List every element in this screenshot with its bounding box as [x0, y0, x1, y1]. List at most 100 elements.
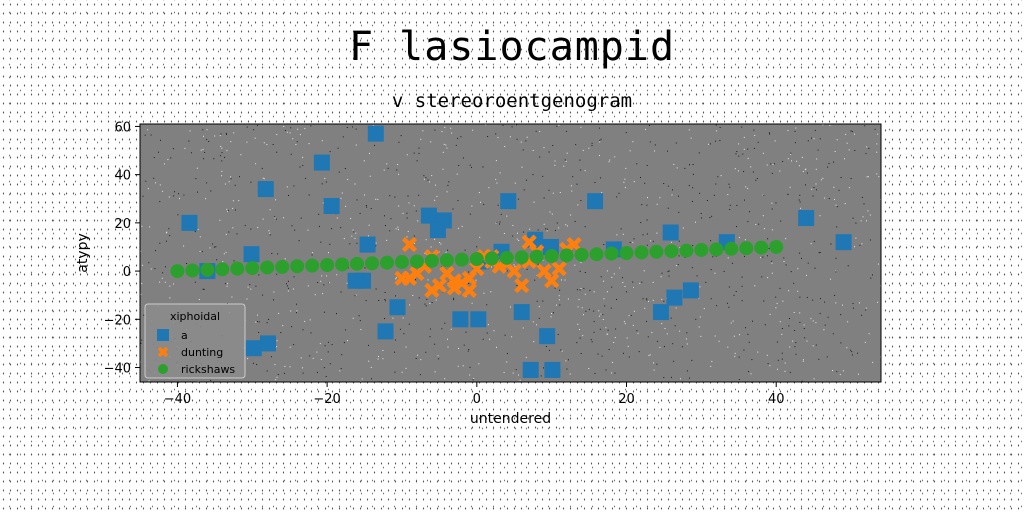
- noise-dot: [600, 138, 602, 140]
- noise-dot: [624, 178, 626, 180]
- noise-dot: [876, 173, 878, 175]
- noise-dot: [468, 283, 470, 284]
- noise-dot: [654, 150, 656, 152]
- noise-dot: [339, 370, 341, 372]
- noise-dot: [835, 271, 837, 273]
- noise-dot: [546, 228, 548, 230]
- noise-dot: [368, 360, 370, 362]
- noise-dot: [663, 183, 665, 184]
- noise-dot: [300, 357, 302, 359]
- noise-dot: [269, 232, 271, 234]
- noise-dot: [699, 316, 701, 318]
- noise-dot: [804, 169, 806, 171]
- noise-dot: [710, 240, 712, 242]
- noise-dot: [834, 294, 836, 296]
- noise-dot: [654, 144, 656, 146]
- noise-dot: [574, 264, 576, 266]
- noise-dot: [161, 277, 163, 279]
- noise-dot: [599, 141, 601, 143]
- data-point-a: [544, 361, 561, 378]
- noise-dot: [276, 340, 278, 342]
- noise-dot: [320, 241, 322, 243]
- noise-dot: [386, 163, 388, 165]
- noise-dot: [575, 144, 577, 146]
- noise-dot: [526, 179, 527, 181]
- noise-dot: [302, 372, 304, 374]
- noise-dot: [318, 225, 320, 227]
- noise-dot: [641, 204, 643, 206]
- noise-dot: [717, 176, 719, 178]
- noise-dot: [859, 244, 861, 246]
- noise-dot: [403, 333, 405, 335]
- noise-dot: [852, 217, 854, 219]
- noise-dot: [529, 228, 531, 230]
- noise-dot: [329, 243, 331, 245]
- noise-dot: [262, 294, 264, 296]
- data-point-rickshaws: [170, 264, 185, 279]
- noise-dot: [742, 153, 744, 155]
- noise-dot: [757, 141, 759, 143]
- noise-dot: [499, 172, 501, 174]
- noise-dot: [709, 217, 711, 219]
- noise-dot: [140, 342, 142, 344]
- noise-dot: [747, 188, 749, 189]
- noise-dot: [812, 195, 814, 197]
- noise-dot: [427, 279, 429, 281]
- noise-dot: [293, 185, 295, 187]
- noise-dot: [414, 243, 415, 244]
- noise-dot: [165, 266, 166, 268]
- noise-dot: [720, 175, 722, 177]
- noise-dot: [743, 349, 745, 351]
- noise-dot: [877, 301, 879, 303]
- noise-dot: [629, 150, 631, 152]
- noise-dot: [716, 305, 718, 307]
- noise-dot: [382, 350, 384, 351]
- noise-dot: [566, 368, 568, 370]
- noise-dot: [734, 355, 736, 357]
- noise-dot: [275, 199, 277, 201]
- noise-dot: [416, 160, 418, 162]
- noise-dot: [566, 152, 568, 154]
- noise-dot: [766, 164, 768, 166]
- noise-dot: [497, 204, 499, 206]
- noise-dot: [344, 168, 346, 169]
- noise-dot: [255, 285, 257, 287]
- noise-dot: [202, 129, 204, 131]
- noise-dot: [689, 164, 690, 166]
- noise-dot: [323, 284, 325, 286]
- noise-dot: [495, 222, 497, 224]
- noise-dot: [291, 326, 293, 328]
- noise-dot: [384, 299, 386, 300]
- noise-dot: [556, 304, 557, 306]
- noise-dot: [656, 363, 658, 365]
- noise-dot: [815, 344, 817, 346]
- noise-dot: [462, 157, 464, 159]
- noise-dot: [840, 314, 842, 316]
- noise-dot: [212, 243, 213, 245]
- noise-dot: [646, 320, 647, 322]
- noise-dot: [159, 281, 161, 283]
- noise-dot: [290, 310, 292, 312]
- noise-dot: [835, 302, 837, 304]
- noise-dot: [535, 130, 537, 132]
- data-point-rickshaws: [320, 258, 335, 273]
- noise-dot: [219, 135, 221, 137]
- noise-dot: [857, 352, 859, 354]
- noise-dot: [823, 329, 825, 331]
- noise-dot: [686, 343, 688, 345]
- noise-dot: [766, 354, 768, 356]
- noise-dot: [369, 175, 371, 177]
- noise-dot: [147, 188, 149, 190]
- noise-dot: [703, 308, 705, 310]
- noise-dot: [395, 339, 397, 341]
- noise-dot: [622, 233, 624, 235]
- noise-dot: [329, 282, 330, 284]
- noise-dot: [839, 374, 841, 376]
- noise-dot: [441, 328, 443, 330]
- noise-dot: [377, 358, 379, 360]
- noise-dot: [832, 370, 833, 371]
- noise-dot: [263, 178, 265, 180]
- noise-dot: [670, 241, 672, 243]
- data-point-rickshaws: [694, 242, 709, 257]
- noise-dot: [526, 268, 528, 270]
